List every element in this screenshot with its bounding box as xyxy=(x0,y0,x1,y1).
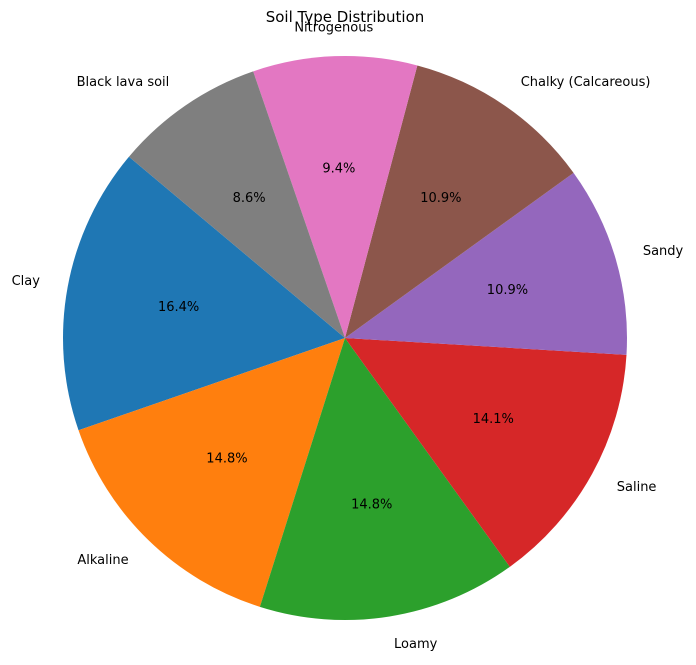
pie-slice-chalky-calcareous xyxy=(345,65,574,338)
pie-slice-loamy xyxy=(259,338,510,620)
percent-label-loamy: 14.8% xyxy=(351,498,392,513)
category-labels: Clay Alkaline Loamy Saline Sandy Chalky (Calc… xyxy=(12,21,684,652)
percent-label-clay: 16.4% xyxy=(158,300,199,315)
percent-label-chalky-calcareous: 10.9% xyxy=(420,191,461,206)
category-label-sandy: Sandy xyxy=(643,244,684,259)
category-label-loamy: Loamy xyxy=(394,637,438,652)
category-label-clay: Clay xyxy=(12,274,41,289)
percent-label-saline: 14.1% xyxy=(473,412,514,427)
category-label-chalky-calcareous: Chalky (Calcareous) xyxy=(521,75,651,90)
percent-label-black-lava-soil: 8.6% xyxy=(233,191,266,206)
chart-title: Soil Type Distribution xyxy=(266,8,425,26)
pie-slices xyxy=(62,56,627,620)
percent-label-sandy: 10.9% xyxy=(487,283,528,298)
pie-slice-black-lava-soil xyxy=(128,71,345,338)
category-label-black-lava-soil: Black lava soil xyxy=(77,75,170,90)
pie-slice-alkaline xyxy=(78,338,346,607)
percent-labels: 16.4% 14.8% 14.8% 14.1% 10.9% 10.9% 9.4% 8.6% xyxy=(158,161,528,512)
pie-slice-nitrogenous xyxy=(253,56,418,338)
percent-label-alkaline: 14.8% xyxy=(206,452,247,467)
pie-slice-saline xyxy=(345,338,627,567)
category-label-alkaline: Alkaline xyxy=(77,553,128,568)
pie-slice-sandy xyxy=(345,172,627,355)
category-label-nitrogenous: Nitrogenous xyxy=(294,21,373,36)
percent-label-nitrogenous: 9.4% xyxy=(322,161,355,176)
category-label-saline: Saline xyxy=(617,480,657,495)
pie-slice-clay xyxy=(62,156,345,431)
